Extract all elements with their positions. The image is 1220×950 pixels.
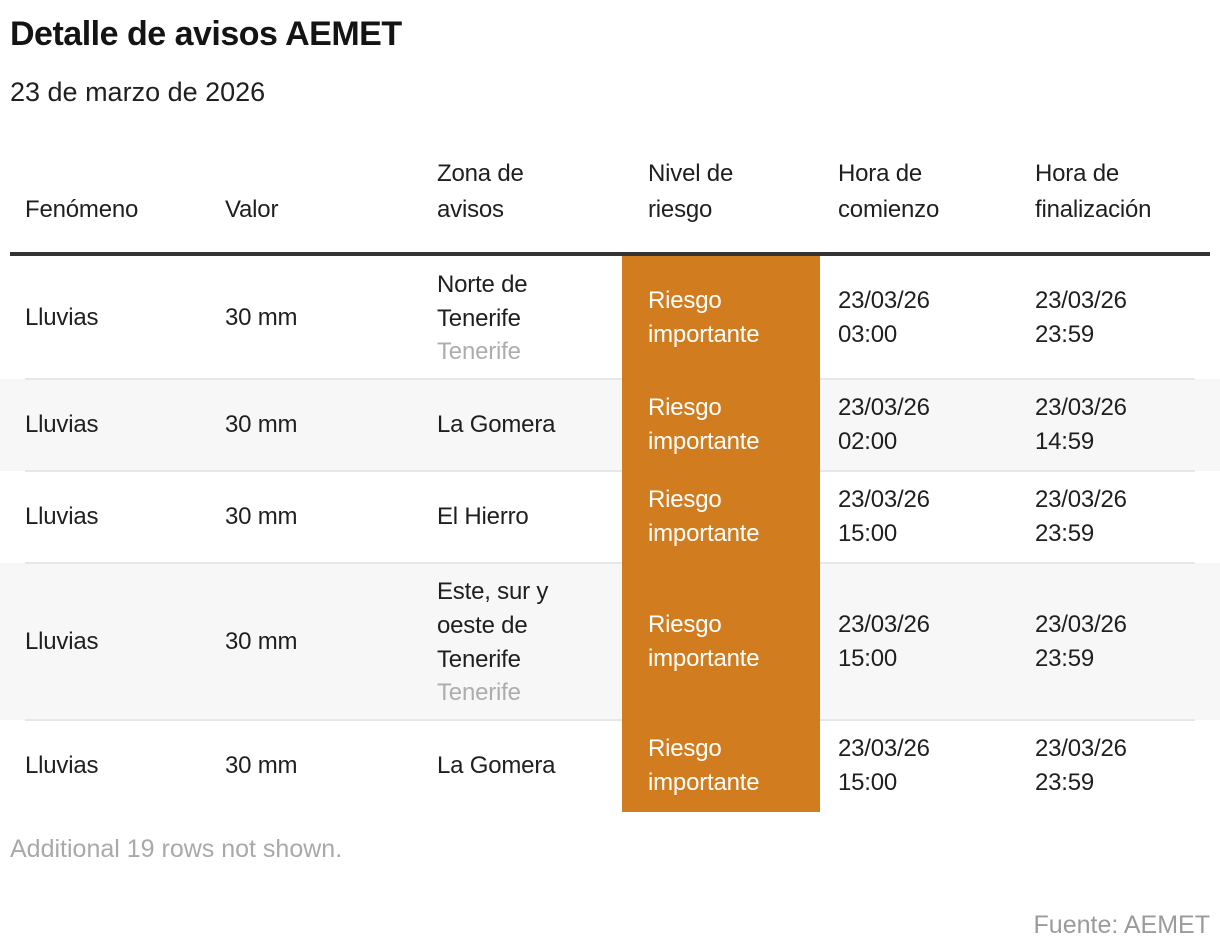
header-rule (10, 252, 1210, 256)
cell-zona: La Gomera (420, 396, 622, 454)
cell-valor: 30 mm (225, 303, 298, 331)
cell-finalizacion: 23/03/26 23:59 (1035, 486, 1127, 547)
risk-label: Riesgo importante (648, 286, 760, 348)
column-header-finalizacion: Hora de finalización (1035, 160, 1152, 223)
risk-badge: Riesgo importante (622, 720, 820, 812)
cell-comienzo: 23/03/26 15:00 (838, 735, 930, 796)
risk-badge: Riesgo importante (622, 256, 820, 379)
zona-name: Este, sur y oeste de Tenerife (437, 578, 549, 673)
column-header-valor: Valor (225, 196, 279, 223)
table-row: Lluvias 30 mm La Gomera Riesgo important… (0, 378, 1220, 471)
cell-comienzo: 23/03/26 15:00 (838, 610, 930, 672)
column-header-zona: Zona de avisos (437, 160, 524, 223)
column-header-comienzo: Hora de comienzo (838, 160, 940, 223)
cell-comienzo: 23/03/26 03:00 (838, 286, 930, 348)
cell-zona: El Hierro (420, 488, 622, 546)
cell-finalizacion: 23/03/26 23:59 (1035, 610, 1127, 672)
zona-name: La Gomera (437, 752, 556, 779)
cell-valor: 30 mm (225, 503, 298, 530)
cell-finalizacion: 23/03/26 23:59 (1035, 735, 1127, 796)
table-row: Lluvias 30 mm Este, sur y oeste de Tener… (0, 562, 1220, 720)
cell-finalizacion: 23/03/26 23:59 (1035, 286, 1127, 348)
zona-name: El Hierro (437, 503, 529, 530)
source-attribution: Fuente: AEMET (1033, 911, 1210, 939)
table-row: Lluvias 30 mm Norte de Tenerife Tenerife… (0, 256, 1220, 379)
zona-region: Tenerife (437, 338, 521, 365)
table-header: Fenómeno Valor Zona de avisos Nivel de r… (0, 156, 1220, 252)
cell-fenomeno: Lluvias (25, 503, 99, 530)
cell-valor: 30 mm (225, 627, 298, 655)
risk-label: Riesgo importante (648, 735, 760, 796)
cell-comienzo: 23/03/26 02:00 (838, 394, 930, 455)
cell-zona: La Gomera (420, 737, 622, 795)
risk-badge: Riesgo importante (622, 563, 820, 720)
cell-fenomeno: Lluvias (25, 411, 99, 438)
risk-label: Riesgo importante (648, 486, 760, 547)
risk-label: Riesgo importante (648, 610, 760, 672)
page-title: Detalle de avisos AEMET (10, 15, 402, 53)
cell-valor: 30 mm (225, 752, 298, 779)
zona-name: La Gomera (437, 411, 556, 438)
warnings-table: Fenómeno Valor Zona de avisos Nivel de r… (0, 156, 1220, 812)
table-row: Lluvias 30 mm El Hierro Riesgo important… (0, 470, 1220, 563)
cell-fenomeno: Lluvias (25, 303, 99, 331)
page-subtitle: 23 de marzo de 2026 (10, 77, 266, 107)
cell-valor: 30 mm (225, 411, 298, 438)
risk-badge: Riesgo importante (622, 471, 820, 563)
cell-fenomeno: Lluvias (25, 627, 99, 655)
column-header-riesgo: Nivel de riesgo (648, 160, 734, 223)
cell-zona: Este, sur y oeste de Tenerife Tenerife (420, 563, 622, 720)
cell-comienzo: 23/03/26 15:00 (838, 486, 930, 547)
risk-badge: Riesgo importante (622, 379, 820, 471)
zona-name: Norte de Tenerife (437, 271, 528, 332)
additional-rows-note: Additional 19 rows not shown. (10, 835, 343, 863)
cell-finalizacion: 23/03/26 14:59 (1035, 394, 1127, 455)
cell-zona: Norte de Tenerife Tenerife (420, 256, 622, 379)
table-row: Lluvias 30 mm La Gomera Riesgo important… (0, 719, 1220, 812)
zona-region: Tenerife (437, 679, 521, 706)
cell-fenomeno: Lluvias (25, 752, 99, 779)
column-header-fenomeno: Fenómeno (25, 196, 139, 223)
risk-label: Riesgo importante (648, 394, 760, 455)
